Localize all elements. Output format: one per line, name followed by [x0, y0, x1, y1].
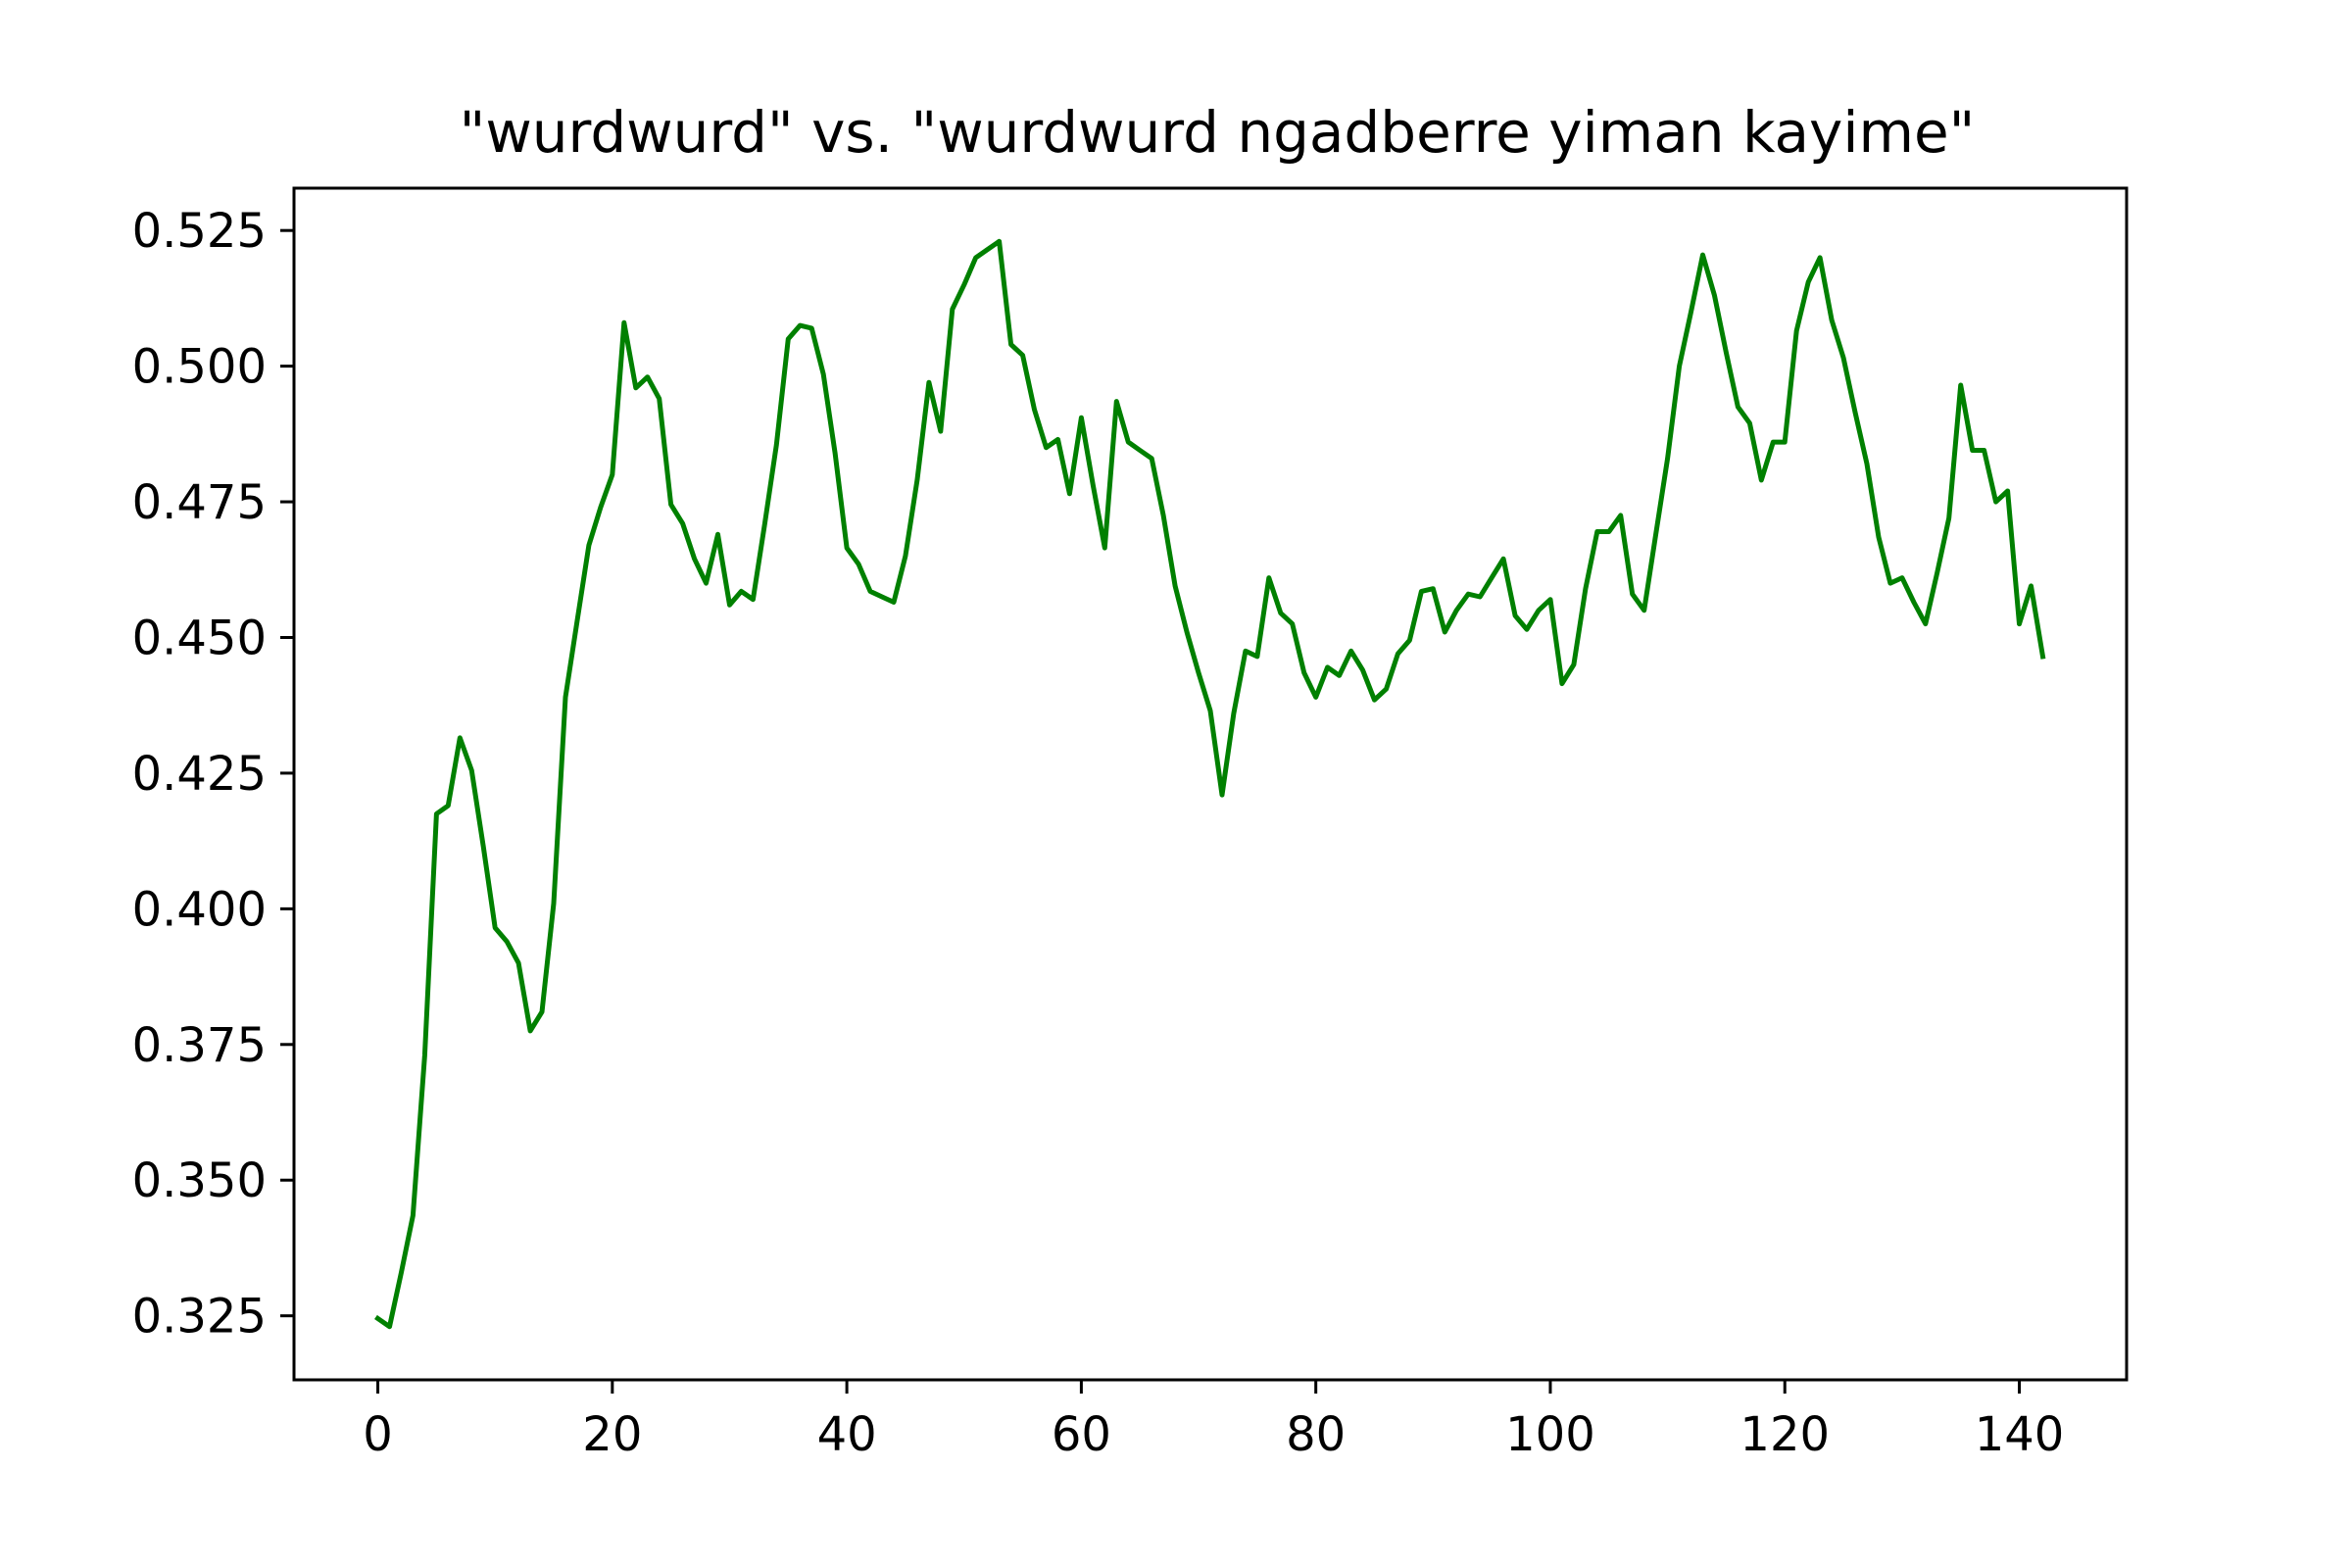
x-axis: 0 20 40 60 80 100 120 140: [363, 1380, 2064, 1462]
x-tick-label: 100: [1505, 1407, 1595, 1462]
x-tick-label: 40: [817, 1407, 877, 1462]
x-tick-label: 0: [363, 1407, 393, 1462]
x-tick-label: 60: [1052, 1407, 1111, 1462]
y-tick-label: 0.400: [132, 882, 267, 937]
x-tick-label: 120: [1740, 1407, 1830, 1462]
x-tick-label: 80: [1286, 1407, 1346, 1462]
axes-frame: [292, 186, 2129, 1382]
y-axis: 0.325 0.350 0.375 0.400 0.425 0.450 0.475 0.500…: [132, 204, 294, 1345]
y-tick-label: 0.450: [132, 611, 267, 665]
y-tick-label: 0.350: [132, 1153, 267, 1208]
x-tick-label: 140: [1975, 1407, 2065, 1462]
y-tick-label: 0.500: [132, 340, 267, 395]
y-tick-label: 0.325: [132, 1290, 267, 1345]
y-tick-label: 0.525: [132, 204, 267, 259]
series-line-0: [374, 238, 2046, 1330]
y-tick-label: 0.425: [132, 747, 267, 802]
y-tick-label: 0.375: [132, 1018, 267, 1073]
plot-area: [374, 238, 2046, 1330]
y-tick-label: 0.475: [132, 475, 267, 530]
x-tick-label: 20: [582, 1407, 642, 1462]
chart-title: "wurdwurd" vs. "wurdwurd ngadberre yiman…: [460, 99, 1976, 166]
